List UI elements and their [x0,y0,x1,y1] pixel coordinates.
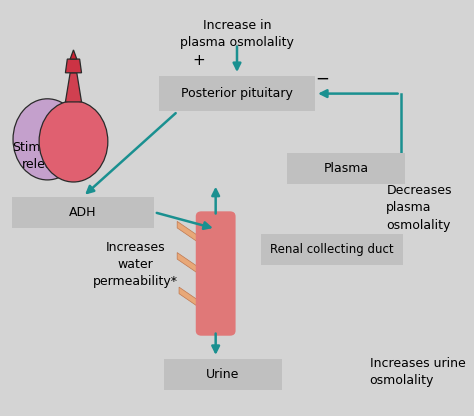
Polygon shape [177,221,201,245]
Text: +: + [193,53,205,68]
Ellipse shape [13,99,82,180]
Text: Increases
water
permeability*: Increases water permeability* [92,241,178,287]
Text: Increase in
plasma osmolality: Increase in plasma osmolality [180,19,294,49]
FancyBboxPatch shape [164,359,282,390]
Text: Stimulates
release: Stimulates release [12,141,78,171]
Polygon shape [177,253,201,276]
FancyBboxPatch shape [159,76,315,111]
FancyBboxPatch shape [287,153,405,184]
Text: Posterior pituitary: Posterior pituitary [181,87,293,100]
PathPatch shape [65,73,82,102]
Text: Increases urine
osmolality: Increases urine osmolality [370,357,465,387]
FancyBboxPatch shape [261,234,403,265]
Text: Renal collecting duct: Renal collecting duct [270,243,393,256]
PathPatch shape [65,59,82,73]
Ellipse shape [39,101,108,182]
Text: −: − [315,70,329,88]
FancyBboxPatch shape [196,211,236,336]
PathPatch shape [70,50,77,59]
FancyBboxPatch shape [12,197,154,228]
Text: ADH: ADH [69,206,97,219]
Text: Urine: Urine [206,368,239,381]
Text: Decreases
plasma
osmolality: Decreases plasma osmolality [386,185,452,231]
Polygon shape [179,287,201,309]
Text: Plasma: Plasma [323,162,369,175]
